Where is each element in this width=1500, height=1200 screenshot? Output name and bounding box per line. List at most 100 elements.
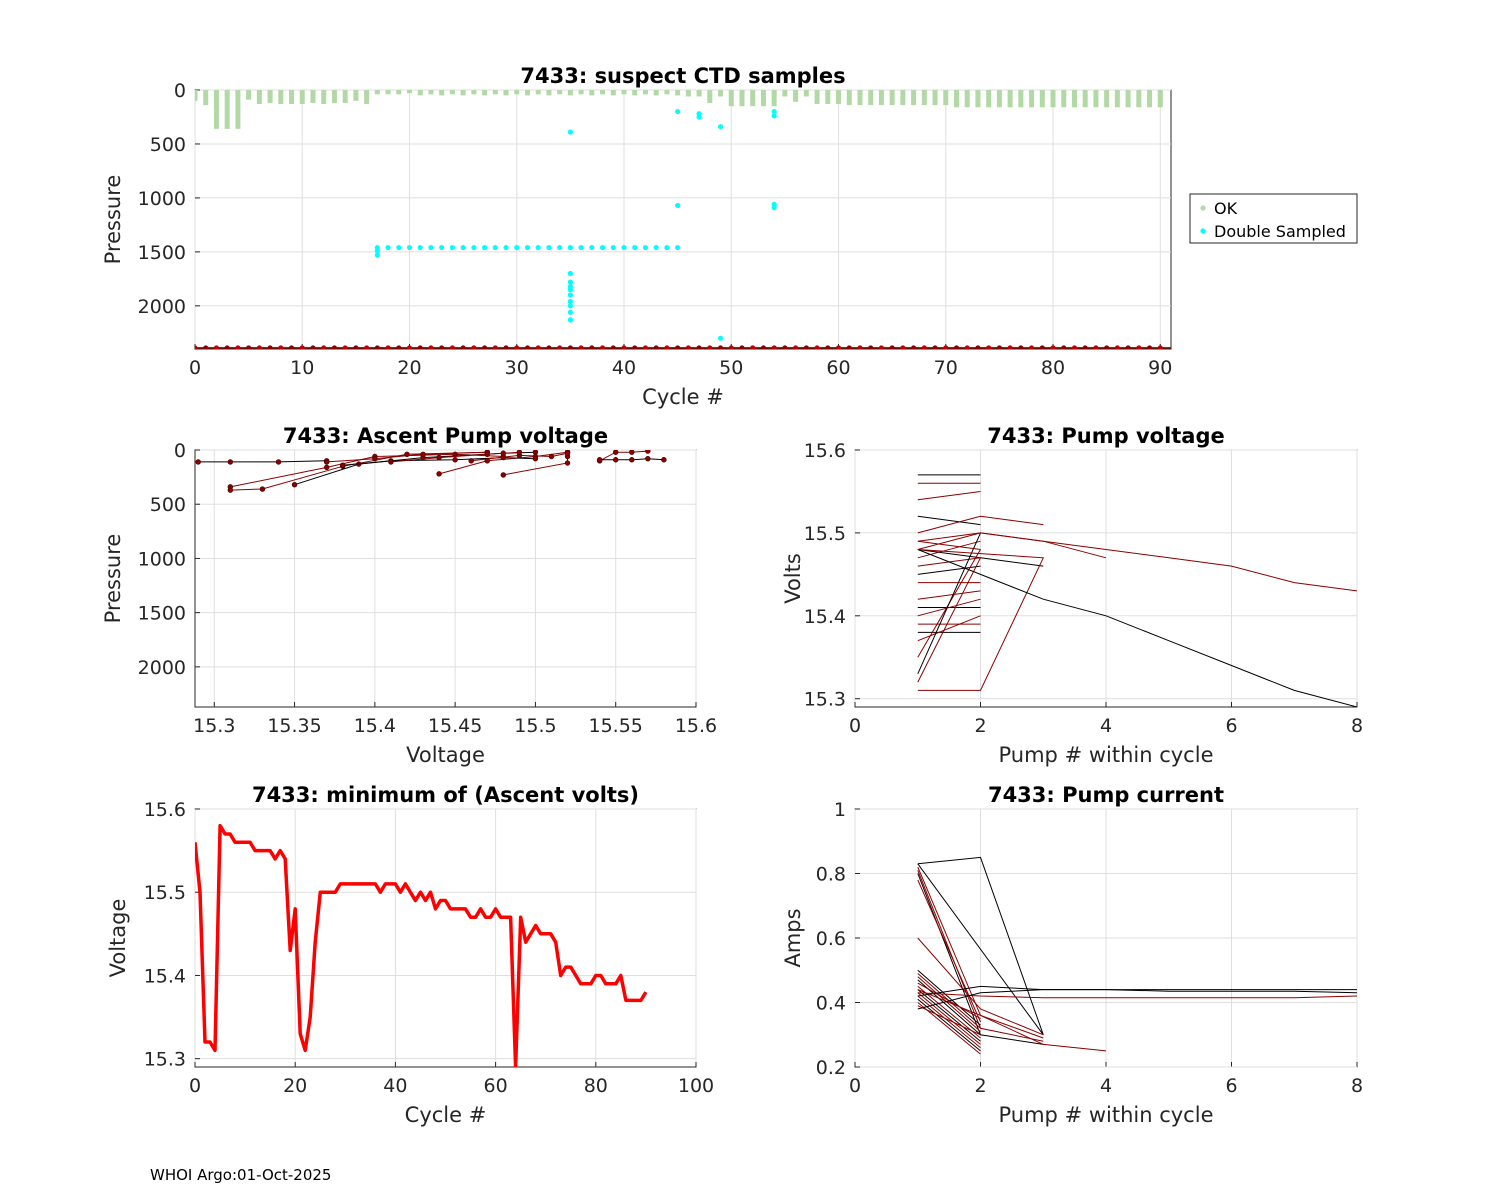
series-line [917,532,981,675]
bottom-marker [374,345,380,349]
double-sampled-point [610,244,616,251]
bottom-marker [760,345,766,349]
x-tick-label: 60 [484,1075,508,1097]
data-point [564,450,571,456]
double-sampled-point [771,108,777,115]
legend-ok-marker [1200,205,1206,211]
double-sampled-point [428,244,434,251]
series-line [917,976,981,1032]
x-tick-label: 15.35 [267,715,321,737]
chart-pump_current: 0 2 4 6 8 0.2 0.4 0.6 0.8 1 7433: Pump current Pump… [781,783,1363,1127]
y-tick-label: 15.3 [144,1049,186,1071]
double-sampled-point [503,244,509,251]
series-line [917,590,981,600]
bottom-marker [364,345,370,349]
double-sampled-point [675,244,681,251]
bottom-marker [803,345,809,349]
series-line [917,992,981,1045]
data-point [227,487,234,493]
bottom-marker [1082,345,1088,349]
x-tick-label: 2 [974,1075,986,1097]
double-sampled-point [567,309,573,315]
x-tick-label: 40 [612,357,636,379]
bottom-marker [1050,345,1056,349]
y-tick-label: 1 [834,799,846,821]
chart-pump_voltage: 0 2 4 6 8 15.3 15.4 15.5 15.6 7433: Pump voltage P… [781,424,1363,767]
x-axis-label: Pump # within cycle [999,1103,1214,1127]
bottom-marker [1136,345,1142,349]
data-point [645,450,651,454]
data-layer [917,856,1357,1055]
data-point [645,455,651,462]
x-tick-label: 20 [283,1075,307,1097]
series-line [917,856,1044,1036]
x-tick-label: 4 [1100,1075,1112,1097]
bottom-marker [771,345,777,349]
bottom-marker [975,345,981,349]
double-sampled-point [567,279,573,285]
data-point [340,462,346,468]
bottom-marker [814,345,820,349]
double-sampled-point [567,298,573,305]
plot-area [194,449,697,708]
double-sampled-point [771,205,777,211]
plot-area [194,808,697,1068]
bottom-marker [1007,345,1013,349]
bottom-marker [1157,345,1163,349]
bottom-marker [621,345,627,349]
data-point [275,459,282,465]
y-tick-label: 15.5 [804,523,846,545]
series-line [917,598,981,617]
y-tick-label: 0.8 [816,864,846,886]
chart-title: 7433: suspect CTD samples [520,64,845,88]
x-tick-label: 15.4 [354,715,396,737]
bottom-marker [728,345,734,349]
x-tick-label: 60 [826,357,850,379]
data-point [484,451,490,458]
data-point [291,482,298,488]
bottom-marker [195,345,198,349]
bottom-marker [524,345,530,349]
bottom-marker [750,345,756,349]
bottom-marker [964,345,970,349]
x-tick-label: 15.5 [514,715,556,737]
series-line [917,540,981,550]
data-point [613,457,619,463]
bottom-marker [878,345,884,349]
bottom-marker [1018,345,1024,349]
bottom-marker [675,345,681,349]
bottom-marker [911,345,917,349]
double-sampled-point [374,252,380,258]
data-point [195,459,201,465]
bottom-marker [460,345,466,349]
bottom-marker [417,345,423,349]
bottom-marker [1125,345,1131,349]
y-tick-label: 0.4 [816,993,846,1015]
double-sampled-point [578,244,584,251]
bottom-marker [342,345,348,349]
bottom-marker [567,345,573,349]
bottom-marker [1071,345,1077,349]
bottom-marker [589,345,595,349]
y-axis-label: Amps [781,908,805,967]
double-sampled-point [524,244,531,251]
y-tick-label: 15.6 [804,440,846,462]
double-sampled-point [396,244,402,251]
x-tick-label: 8 [1351,1075,1363,1097]
series-line [917,989,981,1042]
bottom-marker [846,345,852,349]
double-sampled-point [653,244,659,251]
bottom-marker [793,345,799,349]
chart-title: 7433: Pump voltage [987,424,1225,448]
bottom-marker [868,345,874,349]
double-sampled-point [557,244,563,251]
series-line [917,992,1357,999]
y-tick-label: 500 [150,494,186,516]
data-point [227,459,234,465]
series-line [390,451,520,463]
bottom-marker [943,345,949,349]
double-sampled-point [642,244,649,251]
x-tick-label: 70 [934,357,958,379]
x-axis-label: Pump # within cycle [999,743,1214,767]
footer-text: WHOI Argo:01-Oct-2025 [150,1166,332,1184]
